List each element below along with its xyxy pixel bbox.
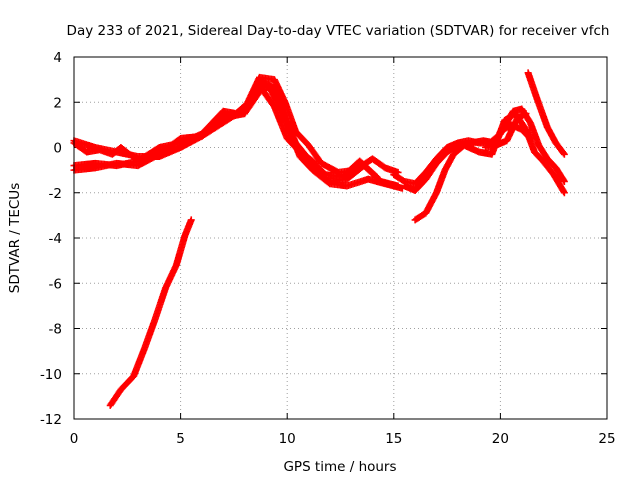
- x-tick-label: 15: [385, 431, 402, 447]
- x-tick-label: 0: [70, 431, 79, 447]
- y-tick-label: 4: [53, 50, 62, 66]
- y-tick-label: -8: [49, 322, 62, 338]
- plot-frame: [73, 56, 608, 420]
- y-tick-label: 2: [53, 95, 62, 111]
- data-markers: [70, 69, 568, 409]
- data-point: [559, 149, 567, 157]
- y-tick-label: -12: [40, 412, 62, 428]
- y-tick-label: 0: [53, 141, 62, 157]
- y-tick-label: -2: [49, 186, 62, 202]
- x-tick-label: 20: [492, 431, 509, 447]
- data-point: [560, 189, 568, 197]
- data-point: [525, 133, 533, 141]
- y-tick-label: -10: [40, 367, 62, 383]
- data-point: [560, 177, 568, 185]
- data-point: [560, 150, 568, 158]
- x-axis-label: GPS time / hours: [283, 459, 396, 475]
- y-tick-label: -4: [49, 231, 62, 247]
- x-tick-label: 5: [176, 431, 185, 447]
- data-point: [522, 110, 530, 118]
- series-arc-c: [70, 85, 402, 190]
- series-arc-d: [70, 78, 406, 192]
- x-tick-label: 25: [598, 431, 615, 447]
- x-tick-label: 10: [279, 431, 296, 447]
- grid: [74, 57, 607, 419]
- series-arc-h: [481, 110, 530, 151]
- chart-title: Day 233 of 2021, Sidereal Day-to-day VTE…: [67, 23, 610, 39]
- data-point: [187, 216, 195, 224]
- series-arc-j: [106, 216, 195, 409]
- data-point: [526, 134, 534, 142]
- series-arc-i: [524, 69, 568, 158]
- y-axis-label: SDTVAR / TECUs: [7, 183, 23, 293]
- y-tick-label: -6: [49, 276, 62, 292]
